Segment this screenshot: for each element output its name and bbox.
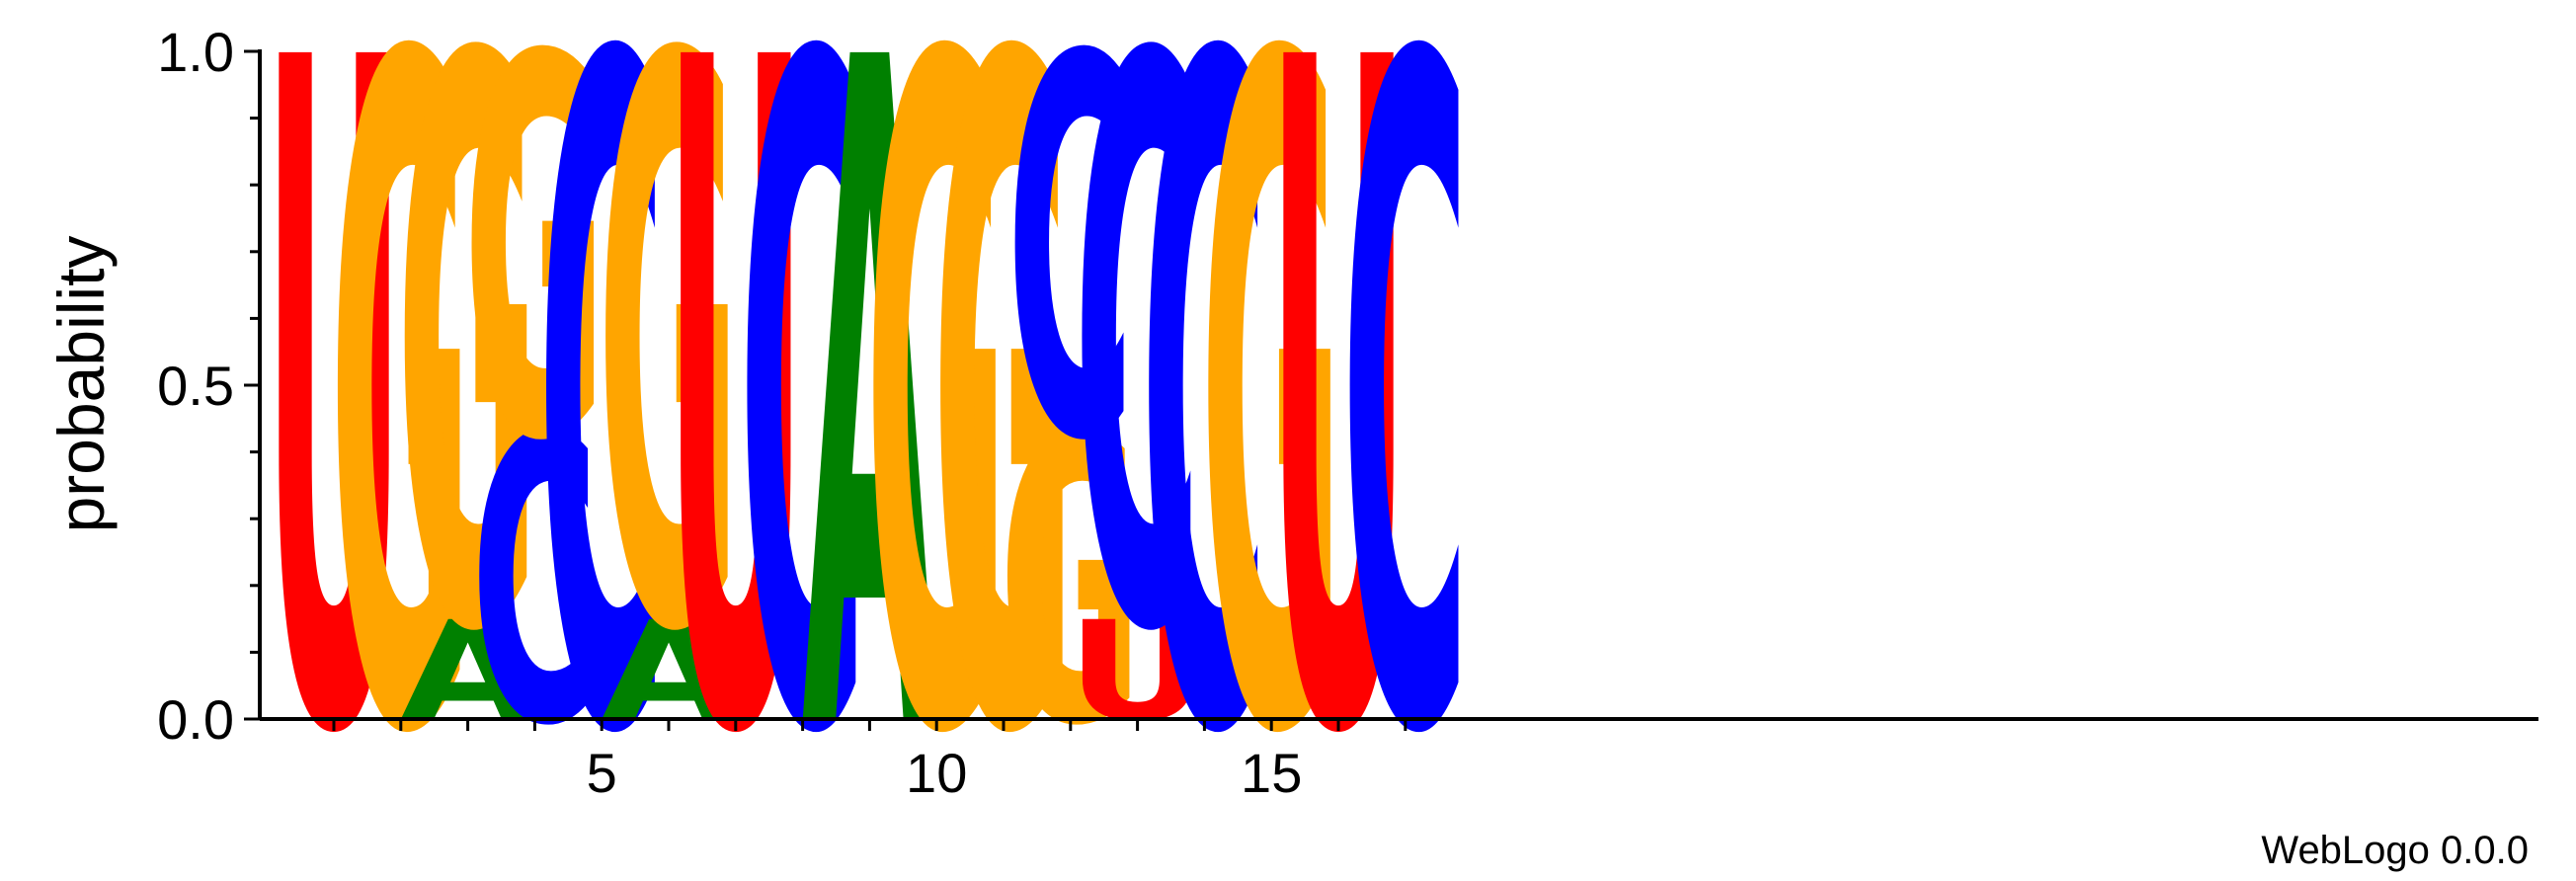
logo-letter-u-pos-1: U: [263, 0, 405, 881]
ticks: 0.0 0.5 1.0 5 10 15: [157, 21, 1408, 804]
logo-letter-c-pos-5: C: [537, 0, 666, 881]
logo-letter-g-pos-12: G: [999, 354, 1142, 812]
x-tick-label: 5: [587, 742, 617, 804]
weblogo-credit: WebLogo 0.0.0: [2261, 829, 2529, 872]
y-tick-label: 1.0: [157, 21, 234, 83]
logo-letter-u-pos-16: U: [1267, 0, 1409, 881]
logo-letter-g-pos-10: G: [864, 0, 1007, 881]
logo-letter-c-pos-12: C: [1006, 0, 1135, 555]
logo-letter-u-pos-7: U: [665, 0, 807, 881]
logo-letter-g-pos-2: G: [329, 0, 472, 881]
logo-letter-g-pos-6: G: [597, 0, 740, 803]
y-axis-title: probability: [44, 236, 118, 533]
logo-letter-a-pos-9: A: [802, 0, 938, 881]
y-tick-label: 0.0: [157, 688, 234, 751]
logo-letter-g-pos-11: G: [931, 0, 1075, 881]
logo-letter-g-pos-3: G: [396, 0, 539, 803]
logo-letter-c-pos-17: C: [1341, 0, 1470, 881]
x-tick-label: 15: [1241, 742, 1302, 804]
y-tick-label: 0.5: [157, 355, 234, 417]
logo-letter-g-pos-4: G: [463, 0, 606, 555]
logo-letter-c-pos-8: C: [739, 0, 867, 881]
logo-letter-c-pos-13: C: [1074, 0, 1202, 803]
logo-letter-c-pos-14: C: [1140, 0, 1268, 881]
x-tick-label: 10: [906, 742, 967, 804]
logo-letter-c-pos-4: C: [470, 354, 599, 812]
logo-letter-g-pos-15: G: [1199, 0, 1342, 881]
